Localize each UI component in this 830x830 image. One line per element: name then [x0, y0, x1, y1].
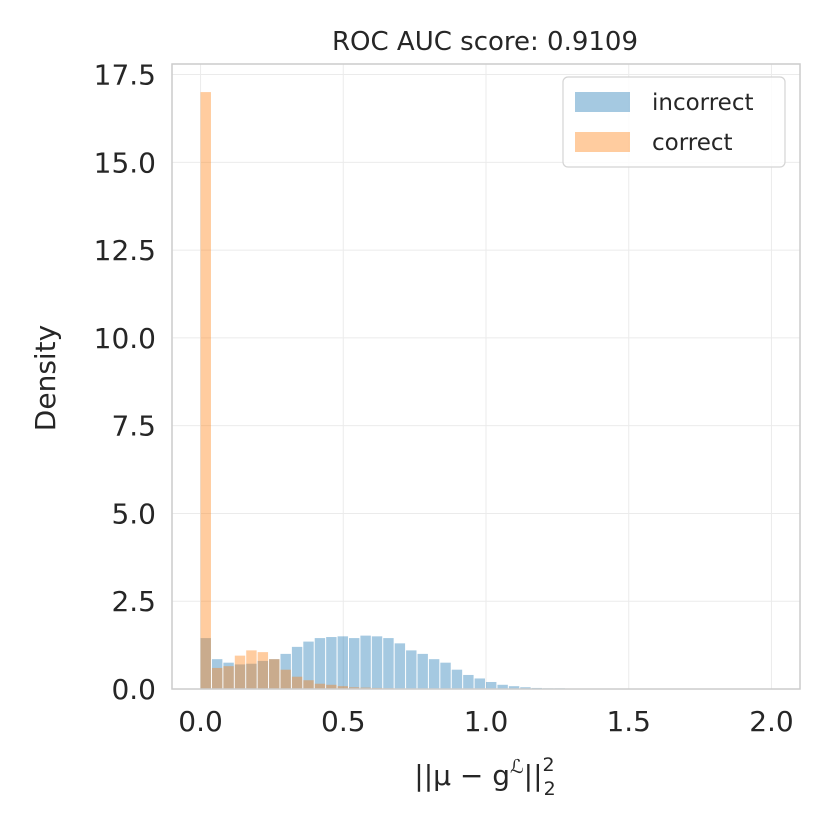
histogram-bar-correct	[246, 650, 257, 689]
legend-label-incorrect: incorrect	[652, 90, 754, 116]
y-tick-labels: 0.0 2.5 5.0 7.5 10.0 12.5 15.0 17.5	[94, 59, 156, 706]
y-tick-label: 7.5	[111, 410, 156, 443]
x-axis-label: ||μ − gℒ||2 2	[414, 754, 555, 800]
legend-swatch-incorrect	[575, 92, 630, 112]
histogram-bar-correct	[291, 676, 303, 689]
histogram-bar-incorrect	[246, 663, 257, 689]
histogram-bar-incorrect	[314, 638, 326, 689]
histogram-bar-correct	[234, 655, 246, 689]
histogram-bar-incorrect	[463, 674, 474, 689]
histogram-bar-correct	[269, 659, 280, 689]
histogram-bar-incorrect	[234, 664, 246, 689]
x-tick-label: 1.5	[606, 705, 651, 738]
histogram-bar-incorrect	[520, 687, 531, 689]
x-tick-label: 0.0	[178, 705, 223, 738]
histogram-bar-correct	[200, 92, 211, 689]
legend: incorrect correct	[562, 76, 786, 168]
plot-frame	[171, 63, 801, 690]
x-tick-label: 0.5	[321, 705, 366, 738]
histogram-bar-incorrect	[223, 662, 234, 689]
histogram-bar-correct	[223, 666, 234, 689]
x-tick-label: 1.0	[464, 705, 509, 738]
histogram-bar-incorrect	[417, 653, 428, 689]
y-tick-label: 10.0	[94, 322, 156, 355]
histogram-bar-correct	[314, 683, 326, 689]
histogram-bar-incorrect	[303, 641, 314, 689]
y-axis-label: Density	[29, 325, 62, 431]
x-tick-labels: 0.0 0.5 1.0 1.5 2.0	[178, 705, 793, 738]
x-axis-label-power: 2	[543, 754, 555, 776]
histogram-bar-incorrect	[269, 659, 280, 689]
histogram-bar-correct	[211, 667, 223, 689]
chart-title: ROC AUC score: 0.9109	[332, 27, 638, 57]
histogram-bar-incorrect	[326, 637, 337, 689]
histogram-bar-incorrect	[406, 650, 417, 689]
histogram-bar-correct	[257, 652, 269, 689]
histogram-bar-incorrect	[360, 635, 371, 689]
histogram-bars	[200, 92, 611, 689]
x-axis-label-bars: ||	[524, 759, 543, 792]
legend-swatch-correct	[575, 132, 630, 152]
histogram-bar-incorrect	[348, 638, 360, 689]
histogram-bar-incorrect	[280, 653, 291, 689]
y-tick-label: 17.5	[94, 59, 156, 92]
x-tick-label: 2.0	[749, 705, 794, 738]
histogram-bar-incorrect	[394, 643, 406, 689]
legend-box	[562, 76, 786, 168]
histogram-bar-incorrect	[497, 684, 508, 689]
histogram-bar-incorrect	[371, 636, 383, 689]
x-axis-label-subscript: 2	[544, 778, 556, 800]
y-tick-label: 15.0	[94, 146, 156, 179]
histogram-bar-incorrect	[508, 686, 520, 689]
histogram-bar-correct	[326, 684, 337, 689]
x-axis-label-main: ||μ − g	[414, 759, 510, 792]
legend-label-correct: correct	[652, 130, 733, 156]
histogram-bar-incorrect	[440, 662, 451, 689]
y-tick-label: 12.5	[94, 234, 156, 267]
histogram-bar-correct	[337, 686, 348, 689]
x-axis-label-superscript: ℒ	[510, 756, 524, 778]
histogram-bar-incorrect	[474, 678, 485, 689]
histogram-bar-correct	[280, 669, 291, 689]
histogram-bar-incorrect	[486, 681, 497, 689]
histogram-bar-incorrect	[383, 638, 394, 689]
histogram-bar-correct	[303, 680, 314, 689]
histogram-bar-incorrect	[428, 659, 440, 689]
histogram-bar-correct	[348, 687, 360, 689]
y-tick-label: 5.0	[111, 497, 156, 530]
histogram-bar-incorrect	[211, 659, 223, 689]
histogram-bar-incorrect	[257, 660, 269, 689]
histogram-bar-incorrect	[200, 638, 211, 689]
histogram-bar-incorrect	[291, 646, 303, 689]
y-tick-label: 0.0	[111, 673, 156, 706]
histogram-bar-incorrect	[337, 636, 348, 689]
y-tick-label: 2.5	[111, 585, 156, 618]
histogram-bar-incorrect	[451, 669, 463, 689]
